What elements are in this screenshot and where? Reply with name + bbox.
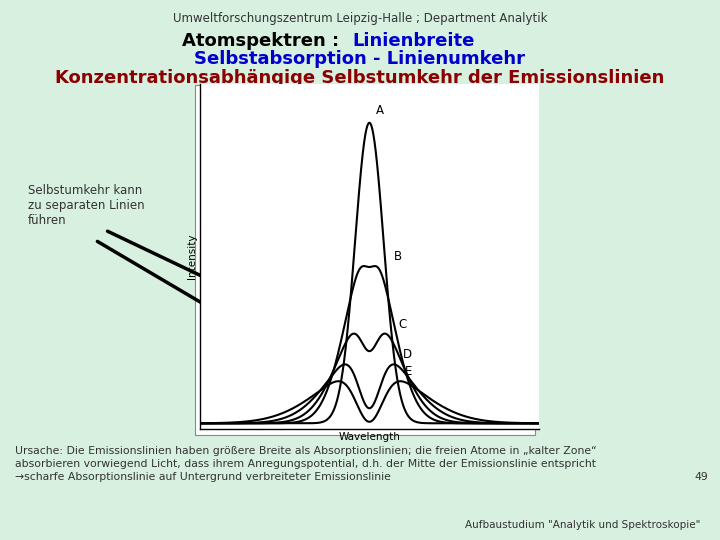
Text: B: B	[394, 250, 402, 263]
Text: E: E	[405, 365, 413, 378]
Text: Konzentrationsabhängige Selbstumkehr der Emissionslinien: Konzentrationsabhängige Selbstumkehr der…	[55, 69, 665, 87]
Text: Linienbreite: Linienbreite	[352, 32, 474, 50]
Text: D: D	[402, 348, 412, 361]
X-axis label: Wavelength: Wavelength	[338, 432, 400, 442]
Text: →scharfe Absorptionslinie auf Untergrund verbreiteter Emissionslinie: →scharfe Absorptionslinie auf Untergrund…	[15, 472, 391, 482]
Y-axis label: Intensity: Intensity	[187, 234, 197, 279]
Text: A: A	[376, 104, 384, 117]
Text: C: C	[398, 318, 407, 330]
Text: Selbstumkehr kann
zu separaten Linien
führen: Selbstumkehr kann zu separaten Linien fü…	[28, 184, 145, 226]
Text: Selbstabsorption - Linienumkehr: Selbstabsorption - Linienumkehr	[194, 50, 526, 68]
FancyBboxPatch shape	[195, 85, 535, 435]
Text: absorbieren vorwiegend Licht, dass ihrem Anregungspotential, d.h. der Mitte der : absorbieren vorwiegend Licht, dass ihrem…	[15, 459, 596, 469]
Text: Ursache: Die Emissionslinien haben größere Breite als Absorptionslinien; die fre: Ursache: Die Emissionslinien haben größe…	[15, 446, 597, 456]
Text: Umweltforschungszentrum Leipzig-Halle ; Department Analytik: Umweltforschungszentrum Leipzig-Halle ; …	[173, 12, 547, 25]
Text: 49: 49	[694, 472, 708, 482]
Text: Atomspektren :: Atomspektren :	[182, 32, 352, 50]
Text: Aufbaustudium "Analytik und Spektroskopie": Aufbaustudium "Analytik und Spektroskopi…	[464, 520, 700, 530]
